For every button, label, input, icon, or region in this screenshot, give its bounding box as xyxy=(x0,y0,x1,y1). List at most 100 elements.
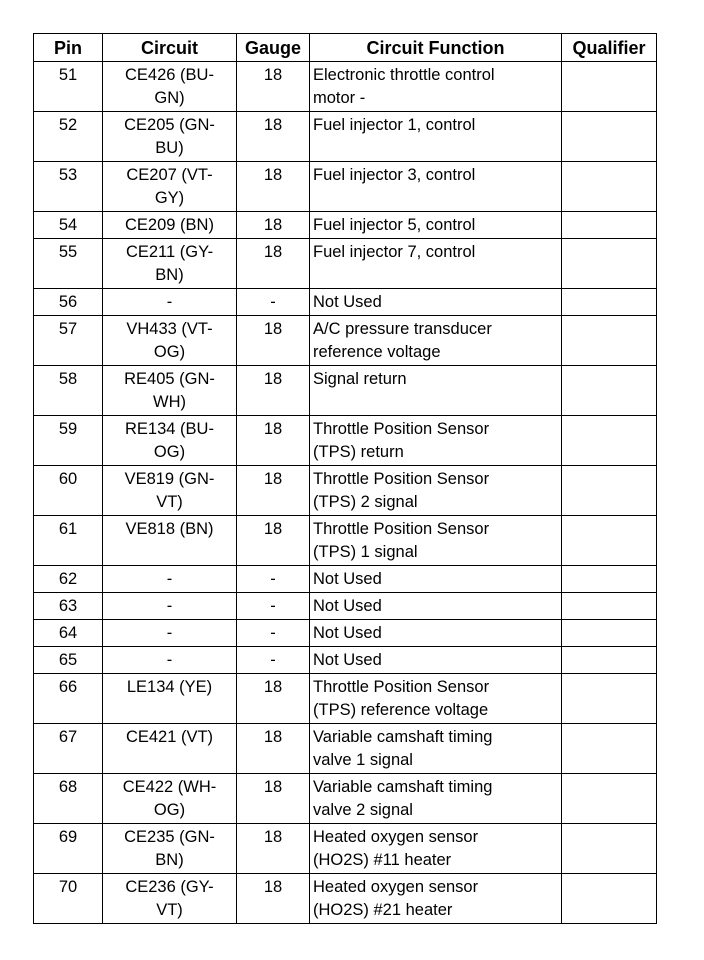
circuit-function-cell: Throttle Position Sensor (TPS) reference… xyxy=(309,673,562,724)
pin-cell: 65 xyxy=(33,646,103,674)
circuit-function-cell: Signal return xyxy=(309,365,562,416)
header-qualifier: Qualifier xyxy=(561,33,657,62)
table-row: 65- - Not Used xyxy=(33,646,657,674)
gauge-cell: 18 xyxy=(236,823,310,874)
table-row: 53 CE207 (VT- GY) 18 Fuel injector 3, contr… xyxy=(33,161,657,212)
table-row: 61 VE818 (BN) 18 Throttle Position Sensor (… xyxy=(33,515,657,566)
pin-cell: 63 xyxy=(33,592,103,620)
pin-cell: 56 xyxy=(33,288,103,316)
table-row: 54 CE209 (BN) 18 Fuel injector 5, control xyxy=(33,211,657,239)
circuit-cell: CE236 (GY- VT) xyxy=(102,873,237,924)
gauge-cell: 18 xyxy=(236,238,310,289)
table-row: 64- - Not Used xyxy=(33,619,657,647)
gauge-cell: - xyxy=(236,565,310,593)
table-row: 51 CE426 (BU- GN) 18 Electronic throttle co… xyxy=(33,61,657,112)
pin-cell: 54 xyxy=(33,211,103,239)
qualifier-cell xyxy=(561,565,657,593)
qualifier-cell xyxy=(561,646,657,674)
table-row: 70 CE236 (GY- VT) 18 Heated oxygen sensor (… xyxy=(33,873,657,924)
qualifier-cell xyxy=(561,465,657,516)
qualifier-cell xyxy=(561,238,657,289)
circuit-function-cell: Throttle Position Sensor (TPS) 1 signal xyxy=(309,515,562,566)
pinout-table: Pin Circuit Gauge Circuit Function Quali… xyxy=(33,33,657,924)
qualifier-cell xyxy=(561,619,657,647)
gauge-cell: 18 xyxy=(236,315,310,366)
qualifier-cell xyxy=(561,673,657,724)
pin-cell: 62 xyxy=(33,565,103,593)
pin-cell: 68 xyxy=(33,773,103,824)
circuit-function-cell: Not Used xyxy=(309,288,562,316)
table-row: 66 LE134 (YE) 18 Throttle Position Sensor (… xyxy=(33,673,657,724)
gauge-cell: 18 xyxy=(236,515,310,566)
qualifier-cell xyxy=(561,211,657,239)
circuit-cell: CE426 (BU- GN) xyxy=(102,61,237,112)
circuit-function-cell: Heated oxygen sensor (HO2S) #21 heater xyxy=(309,873,562,924)
circuit-function-cell: Fuel injector 1, control xyxy=(309,111,562,162)
qualifier-cell xyxy=(561,515,657,566)
circuit-cell: CE209 (BN) xyxy=(102,211,237,239)
qualifier-cell xyxy=(561,315,657,366)
circuit-cell: VH433 (VT- OG) xyxy=(102,315,237,366)
circuit-cell: - xyxy=(102,288,237,316)
gauge-cell: 18 xyxy=(236,673,310,724)
gauge-cell: 18 xyxy=(236,465,310,516)
pin-cell: 58 xyxy=(33,365,103,416)
gauge-cell: 18 xyxy=(236,111,310,162)
gauge-cell: - xyxy=(236,619,310,647)
header-circuit-function: Circuit Function xyxy=(309,33,562,62)
header-pin: Pin xyxy=(33,33,103,62)
circuit-cell: - xyxy=(102,592,237,620)
qualifier-cell xyxy=(561,111,657,162)
header-row: Pin Circuit Gauge Circuit Function Quali… xyxy=(33,33,657,62)
circuit-function-cell: Variable camshaft timing valve 2 signal xyxy=(309,773,562,824)
pin-cell: 52 xyxy=(33,111,103,162)
circuit-function-cell: Throttle Position Sensor (TPS) 2 signal xyxy=(309,465,562,516)
circuit-function-cell: Not Used xyxy=(309,619,562,647)
circuit-cell: CE207 (VT- GY) xyxy=(102,161,237,212)
circuit-function-cell: Throttle Position Sensor (TPS) return xyxy=(309,415,562,466)
gauge-cell: 18 xyxy=(236,365,310,416)
qualifier-cell xyxy=(561,723,657,774)
circuit-cell: CE211 (GY- BN) xyxy=(102,238,237,289)
pin-cell: 59 xyxy=(33,415,103,466)
gauge-cell: - xyxy=(236,288,310,316)
header-circuit: Circuit xyxy=(102,33,237,62)
circuit-function-cell: Electronic throttle control motor - xyxy=(309,61,562,112)
gauge-cell: - xyxy=(236,592,310,620)
circuit-function-cell: Fuel injector 7, control xyxy=(309,238,562,289)
table-row: 57 VH433 (VT- OG) 18 A/C pressure transduce… xyxy=(33,315,657,366)
pin-cell: 69 xyxy=(33,823,103,874)
table-row: 56- - Not Used xyxy=(33,288,657,316)
qualifier-cell xyxy=(561,415,657,466)
gauge-cell: 18 xyxy=(236,773,310,824)
qualifier-cell xyxy=(561,592,657,620)
circuit-function-cell: Not Used xyxy=(309,592,562,620)
circuit-function-cell: Variable camshaft timing valve 1 signal xyxy=(309,723,562,774)
circuit-function-cell: Not Used xyxy=(309,565,562,593)
table-row: 63- - Not Used xyxy=(33,592,657,620)
gauge-cell: 18 xyxy=(236,415,310,466)
circuit-cell: - xyxy=(102,619,237,647)
circuit-cell: CE422 (WH- OG) xyxy=(102,773,237,824)
pin-cell: 57 xyxy=(33,315,103,366)
table-row: 62- - Not Used xyxy=(33,565,657,593)
table-row: 67 CE421 (VT) 18 Variable camshaft timing v… xyxy=(33,723,657,774)
gauge-cell: 18 xyxy=(236,723,310,774)
circuit-function-cell: A/C pressure transducer reference voltag… xyxy=(309,315,562,366)
qualifier-cell xyxy=(561,161,657,212)
qualifier-cell xyxy=(561,773,657,824)
table-row: 59 RE134 (BU- OG) 18 Throttle Position Sens… xyxy=(33,415,657,466)
circuit-function-cell: Fuel injector 5, control xyxy=(309,211,562,239)
circuit-cell: RE405 (GN- WH) xyxy=(102,365,237,416)
gauge-cell: 18 xyxy=(236,873,310,924)
gauge-cell: 18 xyxy=(236,61,310,112)
pin-cell: 66 xyxy=(33,673,103,724)
pin-cell: 67 xyxy=(33,723,103,774)
gauge-cell: 18 xyxy=(236,211,310,239)
header-gauge: Gauge xyxy=(236,33,310,62)
pin-cell: 70 xyxy=(33,873,103,924)
circuit-cell: VE818 (BN) xyxy=(102,515,237,566)
gauge-cell: - xyxy=(236,646,310,674)
table-row: 55 CE211 (GY- BN) 18 Fuel injector 7, contr… xyxy=(33,238,657,289)
pin-cell: 61 xyxy=(33,515,103,566)
